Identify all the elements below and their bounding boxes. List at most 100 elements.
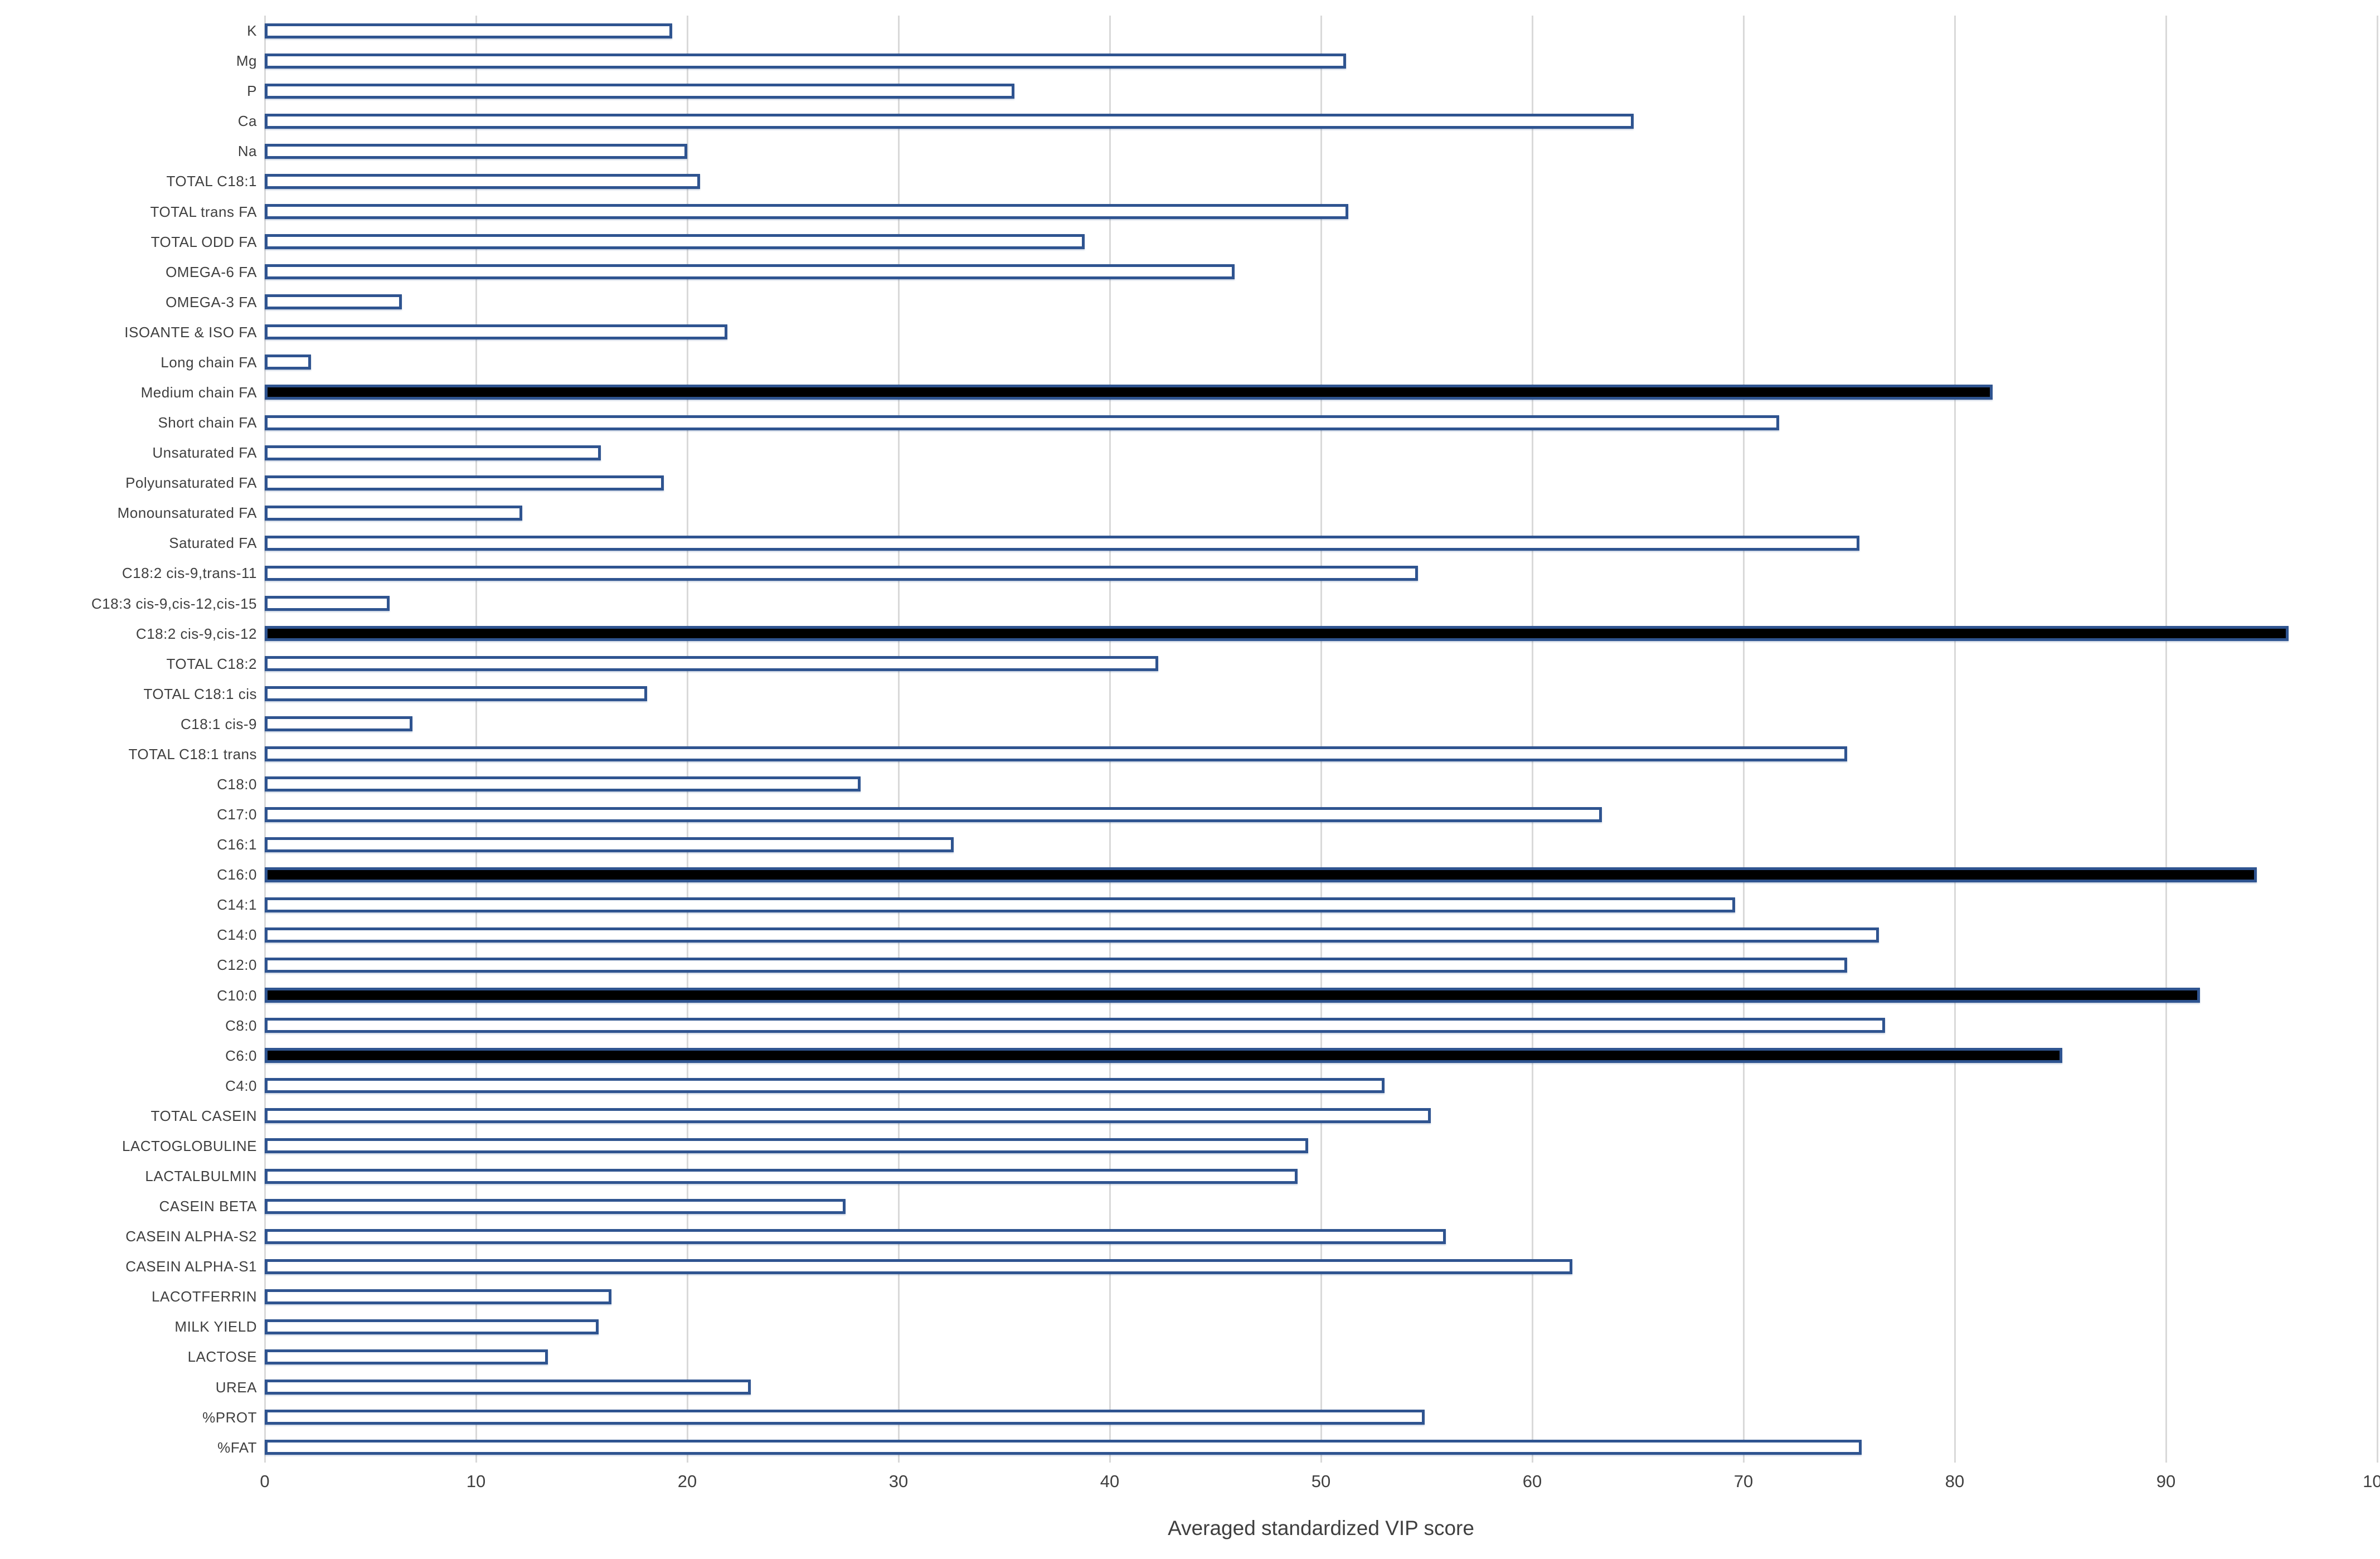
bar-row: MILK YIELD (0, 1312, 2377, 1342)
bar-area (265, 407, 2377, 438)
bar-row: Ca (0, 106, 2377, 136)
bar-area (265, 950, 2377, 980)
bar (265, 746, 1847, 762)
category-label: MILK YIELD (174, 1318, 257, 1335)
category-label: Medium chain FA (140, 383, 257, 401)
bar-row: C14:0 (0, 920, 2377, 950)
bar (265, 927, 1879, 943)
bar (265, 113, 1634, 129)
bar (265, 1410, 1425, 1425)
gridline-70 (1743, 16, 1745, 1463)
bar-area (265, 709, 2377, 739)
category-label: C18:1 cis-9 (181, 715, 257, 732)
bar-row: TOTAL C18:2 (0, 649, 2377, 679)
category-label: UREA (215, 1378, 257, 1396)
bar-row: C18:2 cis-9,cis-12 (0, 619, 2377, 649)
gridline-100 (2377, 16, 2378, 1463)
bar (265, 83, 1015, 99)
category-label: Mg (236, 52, 257, 70)
bar-area (265, 649, 2377, 679)
category-label: TOTAL C18:2 (166, 655, 257, 672)
x-axis-title: Averaged standardized VIP score (1168, 1517, 1474, 1539)
bar-row: LACTOGLOBULINE (0, 1131, 2377, 1161)
bar-area (265, 287, 2377, 317)
bar-row: TOTAL CASEIN (0, 1101, 2377, 1131)
bar-row: TOTAL C18:1 trans (0, 739, 2377, 769)
bar-row: C16:1 (0, 829, 2377, 859)
bar-row: TOTAL ODD FA (0, 227, 2377, 257)
gridline-10 (475, 16, 477, 1463)
x-tick-label: 30 (888, 1471, 909, 1491)
bar-area (265, 1342, 2377, 1372)
bar (265, 1168, 1298, 1184)
bar (265, 1319, 599, 1334)
bar-row: Short chain FA (0, 407, 2377, 438)
bar (265, 505, 523, 521)
bar-area (265, 980, 2377, 1011)
plot-gridlines (264, 16, 2378, 1463)
category-label: C16:0 (217, 866, 257, 883)
category-label: Na (237, 143, 257, 160)
gridline-90 (2165, 16, 2167, 1463)
bar-area (265, 799, 2377, 829)
bar-area (265, 1131, 2377, 1161)
category-label: LACTOSE (187, 1348, 257, 1366)
bar-area (265, 920, 2377, 950)
bar-highlighted (265, 1048, 2063, 1063)
category-label: TOTAL C18:1 (166, 173, 257, 190)
bar-highlighted (265, 867, 2257, 882)
bar-row: LACTALBULMIN (0, 1161, 2377, 1191)
x-tick-label: 50 (1311, 1471, 1331, 1491)
bar-area (265, 1041, 2377, 1071)
category-label: C6:0 (225, 1047, 257, 1064)
bar-area (265, 136, 2377, 166)
category-label: C8:0 (225, 1017, 257, 1034)
bar (265, 1259, 1572, 1274)
bar-row: Long chain FA (0, 347, 2377, 377)
bar-area (265, 1011, 2377, 1041)
category-label: Long chain FA (161, 353, 257, 371)
bar-area (265, 1372, 2377, 1402)
gridline-50 (1320, 16, 1322, 1463)
bar-area (265, 829, 2377, 859)
bar (265, 53, 1347, 69)
bar-area (265, 619, 2377, 649)
x-tick-label: 90 (2156, 1471, 2176, 1491)
bar (265, 264, 1235, 280)
bar (265, 1228, 1446, 1244)
bar-area (265, 528, 2377, 558)
bar-area (265, 46, 2377, 76)
gridline-20 (687, 16, 688, 1463)
category-label: C18:2 cis-9,cis-12 (135, 625, 257, 642)
bar-row: %PROT (0, 1402, 2377, 1432)
x-tick-label: 10 (466, 1471, 486, 1491)
bar (265, 1380, 751, 1395)
bar-area (265, 588, 2377, 618)
bar-row: ISOANTE & ISO FA (0, 317, 2377, 347)
bar-row: Medium chain FA (0, 377, 2377, 407)
bar-row: Saturated FA (0, 528, 2377, 558)
x-tick-label: 80 (1945, 1471, 1965, 1491)
bar-row: P (0, 76, 2377, 106)
category-label: K (247, 22, 257, 40)
bar (265, 716, 413, 732)
category-label: OMEGA-6 FA (166, 263, 257, 280)
bar-area (265, 227, 2377, 257)
bar-row: C18:3 cis-9,cis-12,cis-15 (0, 588, 2377, 618)
category-label: ISOANTE & ISO FA (124, 323, 257, 341)
bar-area (265, 1251, 2377, 1281)
bar-row: OMEGA-3 FA (0, 287, 2377, 317)
bar-area (265, 1191, 2377, 1221)
bar (265, 324, 727, 340)
category-label: C18:0 (217, 775, 257, 793)
category-label: Polyunsaturated FA (125, 474, 257, 492)
bar-highlighted (265, 988, 2200, 1003)
category-label: TOTAL CASEIN (150, 1107, 257, 1124)
x-tick-label: 0 (260, 1471, 270, 1491)
category-label: %FAT (217, 1439, 257, 1456)
bar (265, 173, 700, 189)
bar-area (265, 1312, 2377, 1342)
bar-area (265, 679, 2377, 709)
bar-area (265, 16, 2377, 46)
bar-highlighted (265, 626, 2289, 642)
